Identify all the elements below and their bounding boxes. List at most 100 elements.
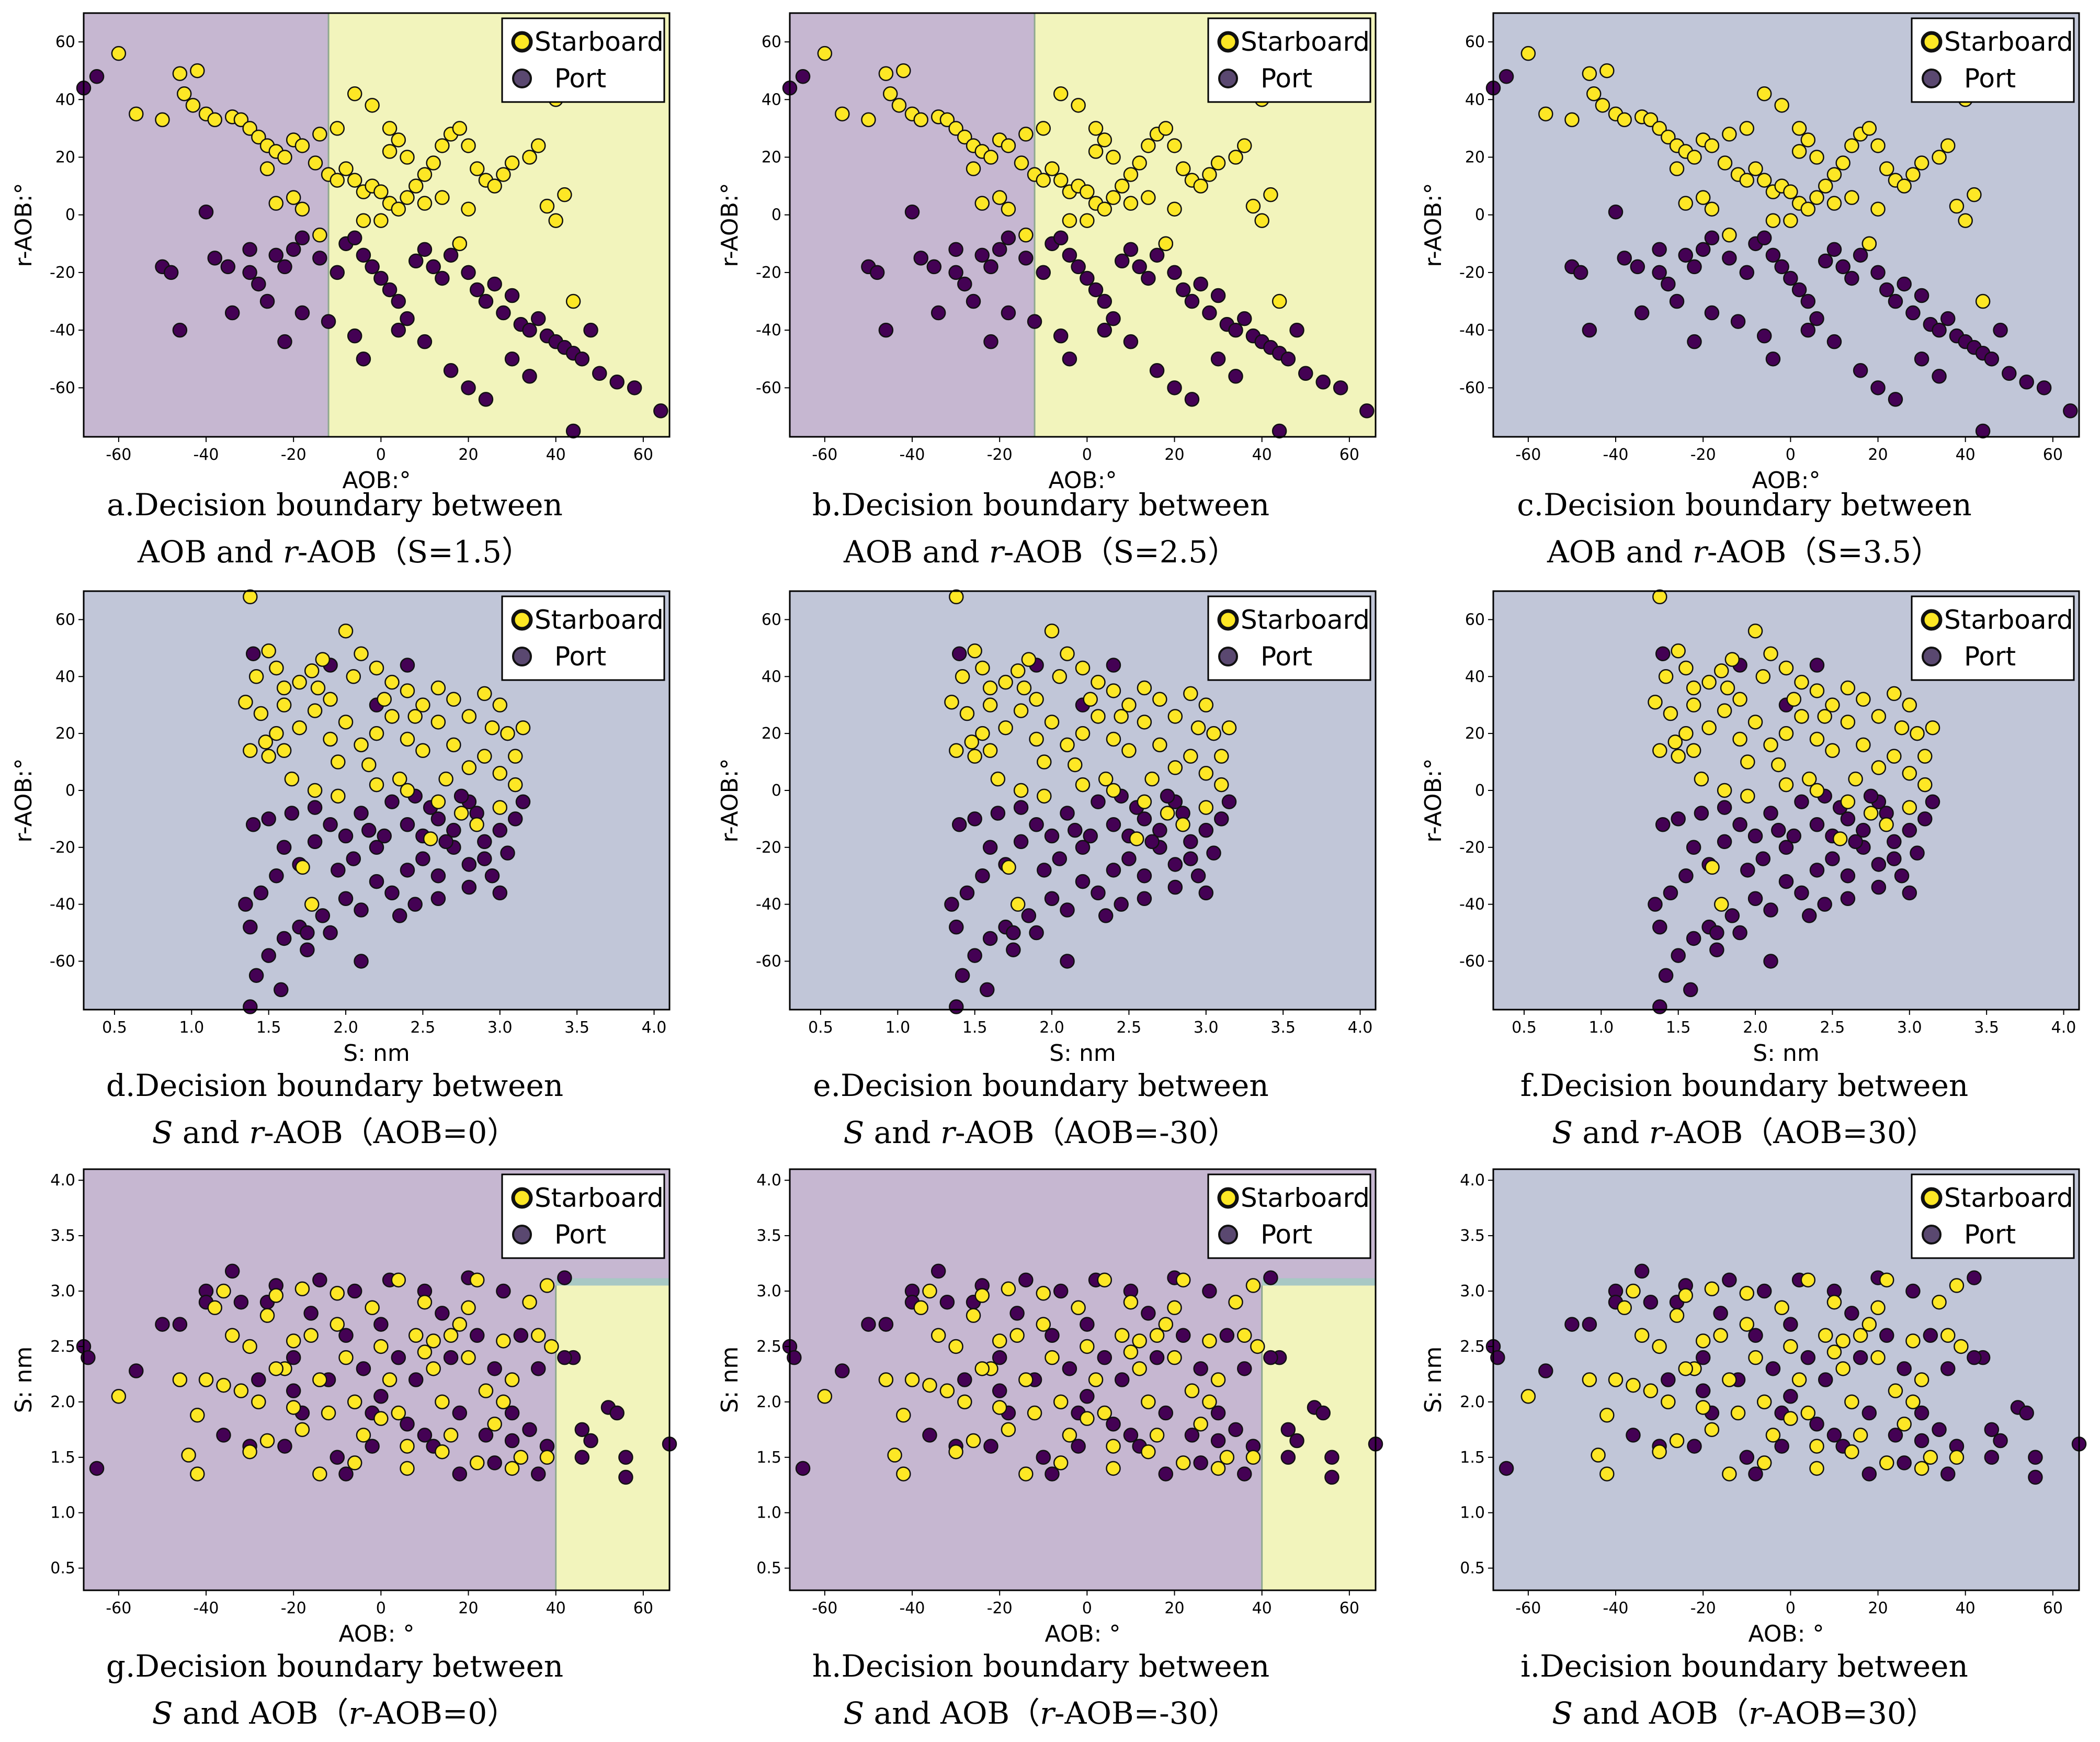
data-point-starboard (1591, 1447, 1606, 1463)
y-axis-label: S: nm (10, 1347, 37, 1413)
chart-panel-h: -60 -40 -20 0 20 40 60 0.5 1.0 1.5 2.0 2.5 3.0 3.5 4.0… (717, 1168, 1383, 1731)
data-point-starboard (304, 897, 320, 912)
data-point-starboard (1756, 173, 1772, 188)
data-point-starboard (1840, 680, 1856, 696)
data-point-starboard (198, 1372, 214, 1387)
data-point-starboard (1013, 703, 1029, 718)
data-point-starboard (1141, 190, 1156, 205)
data-point-port (1871, 857, 1887, 872)
data-point-port (321, 314, 336, 329)
y-tick-label: -40 (50, 896, 75, 914)
y-tick-label: 20 (762, 725, 781, 743)
data-point-starboard (310, 680, 326, 696)
data-point-port (1210, 1433, 1226, 1449)
data-point-port (1198, 822, 1214, 838)
data-point-starboard (1694, 771, 1709, 787)
data-point-starboard (992, 1400, 1007, 1415)
data-point-starboard (1198, 697, 1214, 712)
data-point-port (373, 1389, 389, 1404)
data-point-port (574, 1450, 590, 1465)
data-point-starboard (484, 720, 500, 736)
data-point-starboard (1853, 1328, 1868, 1343)
data-point-starboard (469, 161, 485, 176)
data-point-starboard (492, 697, 508, 712)
data-point-starboard (1021, 652, 1037, 667)
data-point-starboard (955, 669, 970, 684)
data-point-starboard (190, 1466, 205, 1481)
data-point-port (1809, 311, 1824, 326)
data-point-port (974, 247, 990, 263)
legend-marker-starboard (511, 31, 533, 53)
data-point-port (163, 265, 179, 280)
data-point-starboard (286, 190, 301, 205)
caption-line-2: S and AOB（r-AOB=30） (1552, 1695, 1937, 1731)
data-point-port (430, 891, 446, 907)
x-tick-label: 60 (1340, 446, 1359, 464)
data-point-port (253, 885, 269, 901)
legend-marker-starboard (511, 1187, 533, 1209)
legend-marker-port (512, 69, 532, 88)
data-point-starboard (1817, 709, 1832, 724)
legend-label-port: Port (554, 63, 606, 94)
data-point-starboard (478, 1383, 494, 1398)
data-point-port (1106, 817, 1121, 832)
data-point-starboard (277, 150, 292, 165)
data-point-starboard (1106, 190, 1121, 205)
data-point-port (243, 919, 258, 935)
data-point-starboard (1245, 1450, 1261, 1465)
data-point-port (922, 1428, 937, 1443)
data-point-starboard (878, 66, 894, 81)
y-tick-label: -40 (1459, 321, 1485, 340)
y-tick-label: -40 (756, 321, 781, 340)
x-tick-label: 60 (2043, 1599, 2063, 1617)
data-point-port (1809, 817, 1825, 832)
data-point-port (1210, 351, 1226, 367)
x-tick-label: 1.5 (256, 1019, 281, 1037)
data-point-port (500, 845, 515, 861)
data-point-port (1075, 840, 1091, 855)
data-point-starboard (1840, 794, 1856, 809)
data-point-port (1678, 247, 1694, 263)
data-point-port (1037, 863, 1052, 878)
data-point-starboard (1114, 1328, 1130, 1343)
data-point-starboard (391, 132, 406, 148)
data-point-port (1052, 851, 1068, 866)
data-point-port (435, 270, 450, 286)
legend-label-port: Port (1964, 63, 2016, 94)
x-tick-label: -20 (987, 446, 1013, 464)
data-point-starboard (365, 1300, 380, 1316)
x-tick-label: -20 (281, 1599, 307, 1617)
data-point-starboard (1190, 720, 1206, 736)
data-point-starboard (1704, 201, 1720, 217)
x-tick-label: -40 (1603, 446, 1629, 464)
data-point-port (1183, 834, 1198, 850)
x-axis-label: AOB:° (343, 467, 411, 494)
data-point-starboard (330, 1286, 345, 1301)
y-tick-label: 2.5 (1460, 1338, 1485, 1356)
data-point-port (1756, 230, 1772, 246)
data-point-port (1940, 1361, 1956, 1376)
data-point-starboard (415, 697, 430, 712)
data-point-starboard (268, 1361, 284, 1376)
data-point-starboard (1667, 734, 1683, 750)
data-point-starboard (1905, 1394, 1921, 1410)
axes-frame (1492, 12, 2080, 438)
legend-marker-starboard (511, 609, 533, 631)
data-point-port (294, 305, 310, 321)
data-point-port (1228, 322, 1243, 338)
data-point-port (1206, 845, 1221, 861)
data-point-port (1001, 305, 1016, 321)
data-point-port (980, 982, 995, 998)
data-point-port (89, 69, 105, 84)
data-point-port (487, 1455, 502, 1470)
data-point-starboard (408, 178, 424, 194)
data-point-port (245, 646, 261, 661)
y-tick-label: 1.5 (756, 1449, 781, 1467)
data-point-port (949, 999, 964, 1014)
data-point-port (1993, 322, 2008, 338)
data-point-port (1794, 794, 1809, 809)
x-tick-label: 40 (1252, 446, 1272, 464)
legend-marker-port (512, 1225, 532, 1245)
data-point-port (477, 834, 492, 850)
data-point-port (930, 305, 946, 321)
